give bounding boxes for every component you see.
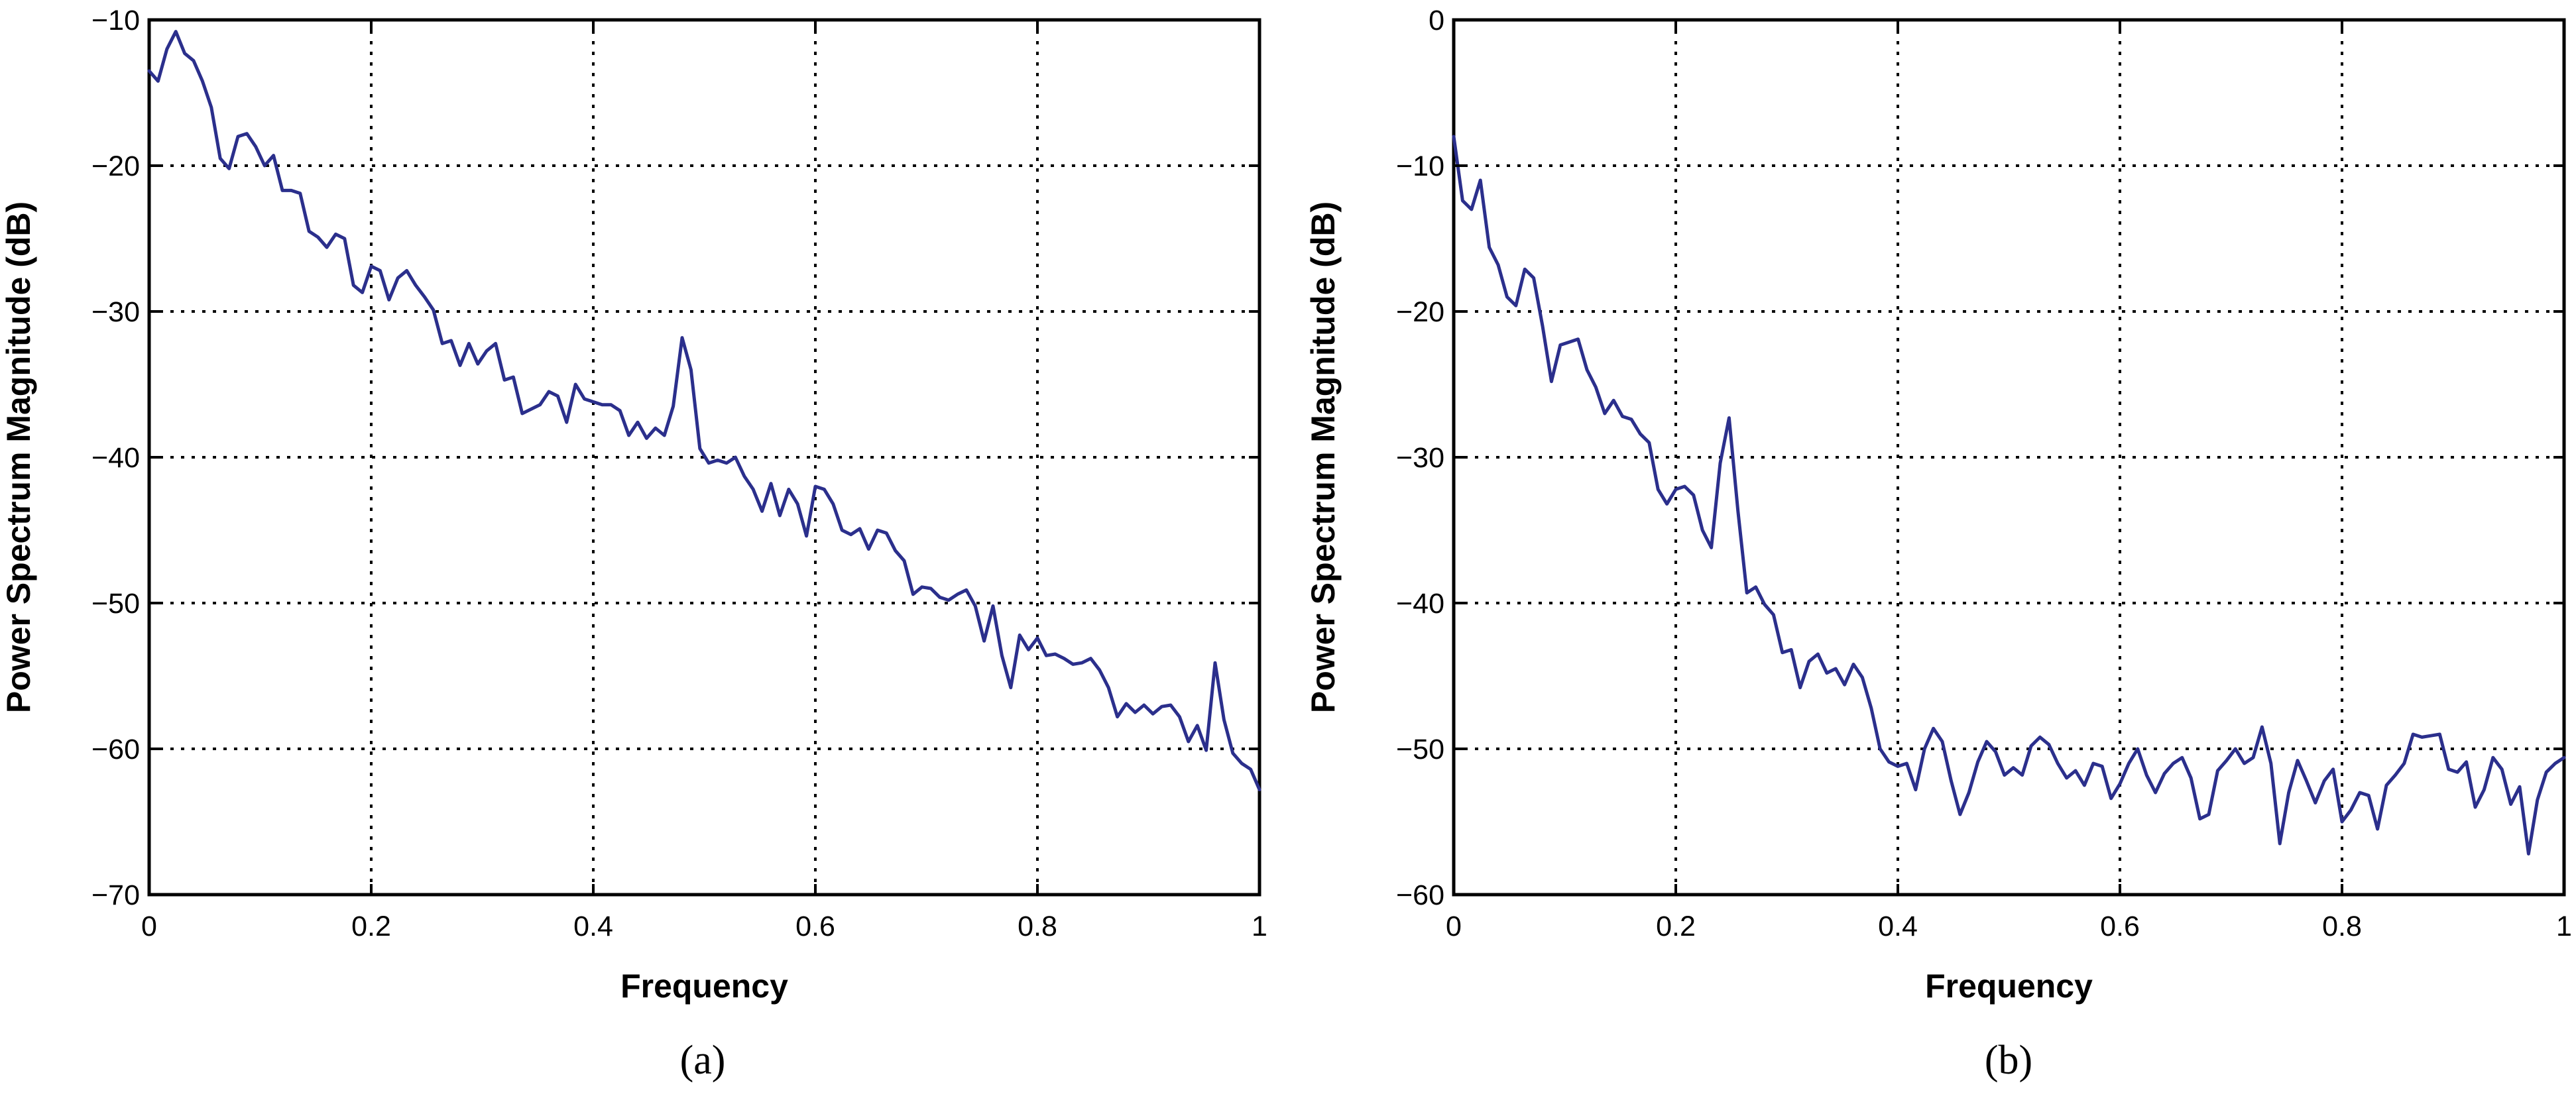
y-tick-label-b-0: −60 <box>1396 879 1444 911</box>
x-tick-label-a-1: 0.2 <box>351 911 391 942</box>
series-line-panel-b <box>1452 135 2566 856</box>
x-tick-label-a-2: 0.4 <box>573 911 613 942</box>
x-tick-label-a-3: 0.6 <box>795 911 835 942</box>
y-tick-label-b-5: −10 <box>1396 150 1444 182</box>
y-tick-label-a-4: −30 <box>91 296 140 328</box>
ticks-panel-b: 0 0.2 0.4 0.6 0.8 1 −60 −50 −40 −30 −20 −10 0 <box>1396 5 2572 942</box>
x-tick-label-a-0: 0 <box>141 911 157 942</box>
x-axis-label-panel-a: Frequency <box>620 968 788 1005</box>
y-tick-label-b-2: −40 <box>1396 588 1444 620</box>
x-tick-label-b-0: 0 <box>1446 911 1462 942</box>
y-tick-label-a-1: −60 <box>91 734 140 765</box>
y-tick-label-b-4: −20 <box>1396 296 1444 328</box>
chart-panel-b: 0 0.2 0.4 0.6 0.8 1 −60 −50 −40 −30 −20 −10 0 Freque… <box>1305 5 2572 1083</box>
y-tick-label-a-6: −10 <box>91 5 140 36</box>
grid-panel-a <box>149 20 1259 895</box>
x-tick-label-b-5: 1 <box>2556 911 2572 942</box>
x-tick-label-a-4: 0.8 <box>1018 911 1057 942</box>
panel-caption-b: (b) <box>1985 1038 2032 1083</box>
series-line-panel-a <box>147 30 1261 792</box>
grid-panel-b <box>1454 20 2564 895</box>
y-tick-label-a-2: −50 <box>91 588 140 620</box>
y-tick-label-a-3: −40 <box>91 442 140 474</box>
x-tick-label-b-3: 0.6 <box>2100 911 2140 942</box>
y-axis-label-panel-a: Power Spectrum Magnitude (dB) <box>0 201 37 713</box>
y-tick-label-b-3: −30 <box>1396 442 1444 474</box>
panel-caption-a: (a) <box>680 1038 726 1083</box>
ticks-panel-a: 0 0.2 0.4 0.6 0.8 1 −70 −60 −50 −40 −30 −20 −10 <box>91 5 1267 942</box>
y-tick-label-a-0: −70 <box>91 879 140 911</box>
x-axis-label-panel-b: Frequency <box>1925 968 2093 1005</box>
y-tick-label-b-6: 0 <box>1429 5 1444 36</box>
x-tick-label-b-4: 0.8 <box>2322 911 2362 942</box>
y-tick-label-b-1: −50 <box>1396 734 1444 765</box>
x-tick-label-a-5: 1 <box>1252 911 1267 942</box>
y-tick-label-a-5: −20 <box>91 150 140 182</box>
x-tick-label-b-1: 0.2 <box>1656 911 1696 942</box>
x-tick-label-b-2: 0.4 <box>1878 911 1918 942</box>
y-axis-label-panel-b: Power Spectrum Magnitude (dB) <box>1305 201 1342 713</box>
chart-panel-a: 0 0.2 0.4 0.6 0.8 1 −70 −60 −50 −40 −30 −20 −10 Freq… <box>0 5 1267 1083</box>
